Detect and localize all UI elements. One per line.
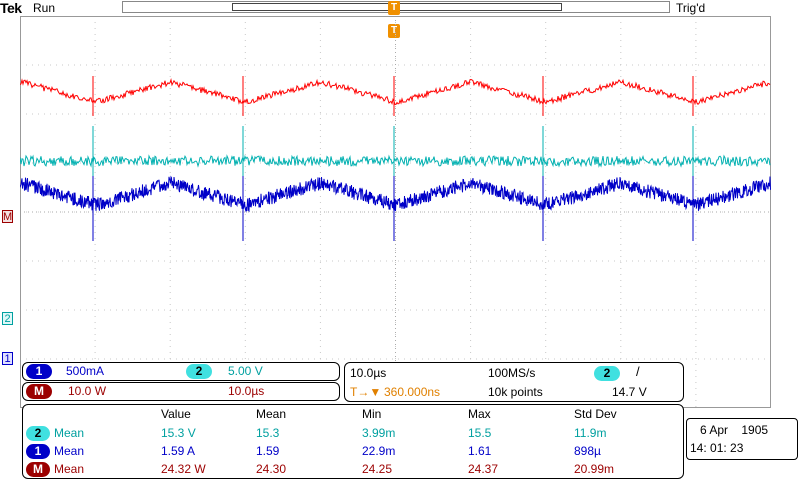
meas-value: 24.32 W	[161, 462, 206, 476]
ch1-trace	[20, 177, 771, 212]
trigger-position-marker[interactable]: T	[388, 1, 400, 15]
graticule-grid	[20, 16, 771, 408]
ch2-badge[interactable]: 2	[186, 364, 212, 379]
math-badge[interactable]: M	[26, 384, 52, 399]
meas-type: Mean	[54, 444, 84, 458]
ch2-scale: 5.00 V	[228, 364, 263, 378]
meas-mean: 24.30	[256, 462, 286, 476]
trigger-delay-prefix: T→▼	[350, 385, 381, 399]
meas-type: Mean	[54, 426, 84, 440]
meas-row-badge[interactable]: 2	[26, 426, 50, 441]
waveform-graticule	[20, 16, 771, 408]
date-display: 6 Apr 1905	[700, 423, 768, 437]
ch1-level-marker[interactable]: 1	[2, 352, 13, 365]
trigger-source-badge[interactable]: 2	[594, 366, 620, 381]
ch2-level-marker[interactable]: 2	[2, 312, 13, 325]
meas-value: 15.3 V	[161, 426, 196, 440]
run-state: Run	[33, 1, 55, 15]
ch1-scale: 500mA	[66, 364, 104, 378]
meas-header-value: Value	[161, 407, 191, 421]
horizontal-scale: 10.0µs	[350, 366, 386, 380]
math-timebase: 10.0µs	[228, 384, 264, 398]
trigger-level: 14.7 V	[612, 385, 647, 399]
meas-min: 24.25	[362, 462, 392, 476]
meas-value: 1.59 A	[161, 444, 195, 458]
meas-std: 20.99m	[574, 462, 614, 476]
record-length: 10k points	[488, 385, 543, 399]
meas-type: Mean	[54, 462, 84, 476]
meas-max: 24.37	[468, 462, 498, 476]
meas-header-max: Max	[468, 407, 491, 421]
trigger-status: Trig'd	[676, 1, 705, 15]
math-scale: 10.0 W	[68, 384, 106, 398]
meas-row-badge[interactable]: M	[26, 462, 50, 477]
meas-max: 1.61	[468, 444, 491, 458]
trigger-delay: 360.000ns	[384, 385, 440, 399]
meas-mean: 15.3	[256, 426, 279, 440]
meas-header-stddev: Std Dev	[574, 407, 617, 421]
brand-logo: Tek	[0, 0, 22, 16]
meas-min: 3.99m	[362, 426, 395, 440]
meas-max: 15.5	[468, 426, 491, 440]
meas-header-min: Min	[362, 407, 381, 421]
meas-std: 898µ	[574, 444, 601, 458]
time-display: 14: 01: 23	[690, 441, 743, 455]
meas-mean: 1.59	[256, 444, 279, 458]
trigger-slope-icon: /	[636, 364, 640, 379]
meas-min: 22.9m	[362, 444, 395, 458]
meas-std: 11.9m	[574, 426, 606, 440]
meas-header-mean: Mean	[256, 407, 286, 421]
sample-rate: 100MS/s	[488, 366, 535, 380]
math-level-marker[interactable]: M	[2, 210, 13, 223]
ch1-badge[interactable]: 1	[26, 364, 52, 379]
meas-row-badge[interactable]: 1	[26, 444, 50, 459]
